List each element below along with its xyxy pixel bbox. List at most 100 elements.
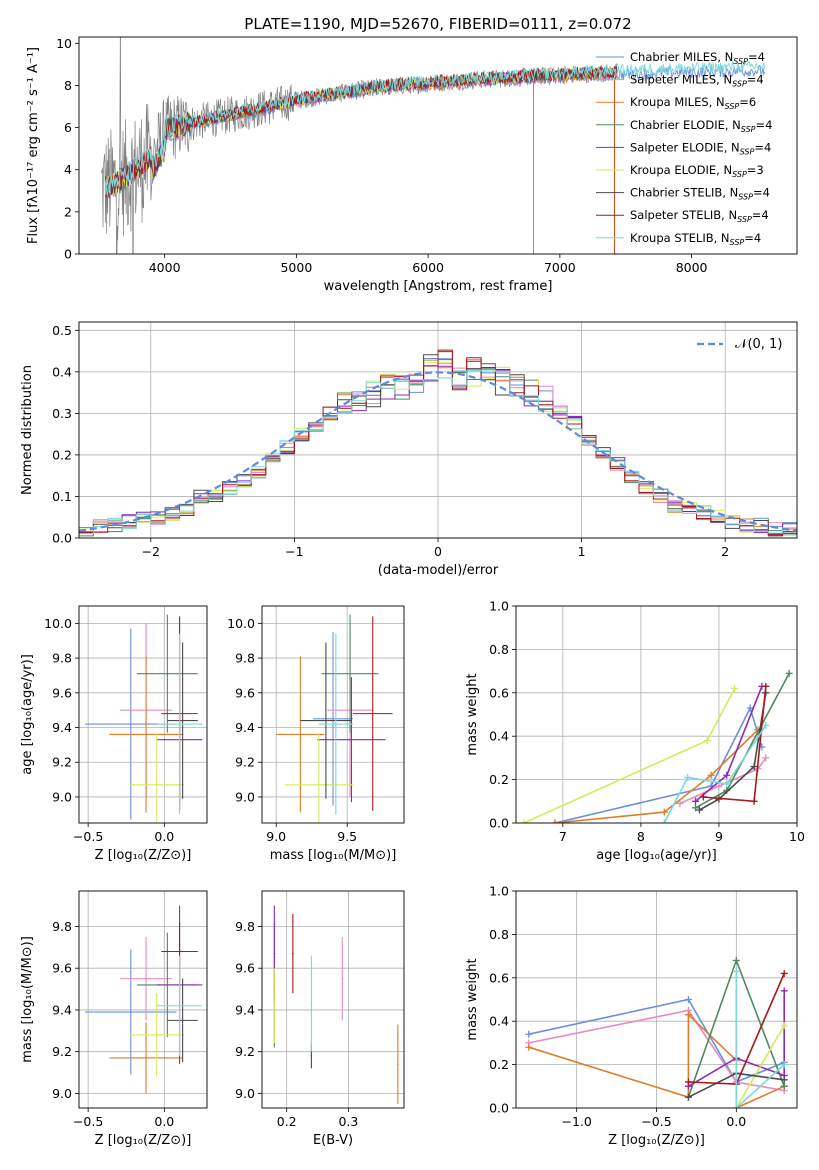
weight-line-kroupa-miles — [554, 729, 759, 823]
mass_weight_vs_Z-ytick-label: 0.0 — [489, 1101, 509, 1116]
age_vs_mass-frame — [261, 605, 405, 824]
mass_vs_Z-panel: −0.5 0.0 9.0 9.2 9.4 9.6 9.8 Z [log₁₀(Z/Z⊙)] mas… — [20, 890, 208, 1148]
residuals-xlabel: (data-model)/error — [378, 563, 499, 578]
weight-marker-kroupa-stelib — [684, 773, 692, 781]
weight-marker-kroupa-elodie — [703, 737, 711, 745]
mass_weight_vs_Z-panel: −1.0 −0.5 0.0 0.0 0.2 0.4 0.6 0.8 1.0 Z [log₁₀(Z/… — [465, 884, 798, 1148]
weight-line-chabrier-miles — [528, 998, 785, 1084]
weight-line-kroupa-elodie — [735, 1025, 785, 1108]
residuals-ytick-label: 0.0 — [52, 531, 72, 546]
weight-marker-salpeter-stelib — [750, 797, 758, 805]
mass_weight_vs_age-panel: 7 8 9 10 0.0 0.2 0.4 0.6 0.8 1.0 age [log₁₀(age/yr… — [465, 599, 805, 864]
weight-marker-chabrier-elodie — [692, 804, 700, 812]
mass_vs_Z-ytick-label: 9.0 — [52, 1086, 72, 1101]
legend-label-salpeter-stelib: Salpeter STELIB, NSSP=4 — [630, 208, 769, 224]
point-kroupa-stelib — [335, 723, 337, 725]
spectrum-xtick-label: 6000 — [412, 260, 444, 275]
age_vs_Z-plot-area — [85, 614, 203, 823]
legend-label-salpeter-miles: Salpeter MILES, NSSP=4 — [630, 73, 764, 89]
mass_weight_vs_age-ytick-label: 1.0 — [489, 599, 509, 614]
residuals-ytick-label: 0.1 — [52, 489, 72, 504]
residual-histogram-kroupa-stelib — [79, 369, 797, 538]
mass_vs_ebv-xtick-label: 0.2 — [277, 1114, 297, 1129]
point-chabrier-stelib — [181, 1019, 184, 1022]
spectrum-frame — [78, 36, 798, 255]
point-kroupa-stelib — [178, 723, 181, 725]
spectrum-xtick-label: 4000 — [149, 260, 181, 275]
mass_weight_vs_age-frame — [515, 605, 798, 824]
age_vs_mass-ytick-label: 9.2 — [235, 755, 255, 770]
weight-marker-salpeter-elodie — [692, 797, 700, 805]
weight-marker-kroupa-stelib — [780, 1061, 788, 1069]
residuals-plot-area — [79, 349, 797, 538]
weight-marker-chabrier-elodie — [780, 1082, 788, 1090]
residuals-ytick-label: 0.4 — [52, 364, 72, 379]
age_vs_mass-ytick-label: 9.4 — [235, 720, 255, 735]
age_vs_Z-ytick-label: 9.6 — [52, 685, 72, 700]
point-chabrier-miles — [332, 718, 334, 720]
mass_vs_ebv-ytick-label: 9.4 — [235, 1002, 255, 1017]
weight-marker-kroupa-stelib — [732, 967, 740, 975]
mass_weight_vs_age-ytick-label: 0.4 — [489, 729, 509, 744]
mass_weight_vs_age-plot-area — [520, 669, 793, 823]
point-salpeter-elodie — [273, 952, 276, 955]
mass_vs_ebv-frame — [261, 890, 405, 1109]
mass_weight_vs_Z-ylabel: mass weight — [465, 958, 480, 1040]
weight-marker-salpeter-stelib — [699, 793, 707, 801]
weight-marker-salpeter-miles — [676, 799, 684, 807]
point-chabrier-stelib — [181, 719, 184, 722]
mass_vs_ebv-plot-area — [273, 905, 399, 1104]
age_vs_mass-xtick-label: 9.0 — [266, 829, 286, 844]
weight-marker-chabrier-stelib — [684, 1093, 692, 1101]
weight-marker-kroupa-miles — [551, 819, 559, 823]
weight-marker-chabrier-elodie — [785, 669, 793, 677]
weight-marker-kroupa-elodie — [731, 684, 739, 692]
weight-line-kroupa-stelib — [663, 724, 767, 823]
spectrum-ytick-label: 6 — [64, 120, 72, 135]
point-chabrier-miles — [130, 723, 132, 725]
legend-label-chabrier-miles: Chabrier MILES, NSSP=4 — [630, 50, 765, 66]
point-chabrier-stelib — [325, 719, 327, 722]
mass_weight_vs_age-ytick-label: 0.0 — [489, 816, 509, 831]
spectrum-ytick-label: 2 — [64, 204, 72, 219]
legend-label-chabrier-elodie: Chabrier ELODIE, NSSP=4 — [630, 118, 772, 134]
mass_weight_vs_age-ytick-label: 0.2 — [489, 772, 509, 787]
mass_vs_Z-ytick-label: 9.2 — [52, 1044, 72, 1059]
point-chabrier-elodie — [349, 672, 351, 675]
mass_weight_vs_Z-xlabel: Z [log₁₀(Z/Z⊙)] — [608, 1133, 705, 1148]
mass_vs_Z-plot-area — [85, 905, 203, 1094]
age_vs_Z-ytick-label: 9.8 — [52, 651, 72, 666]
point-chabrier-miles — [130, 1011, 132, 1013]
weight-marker-chabrier-elodie — [732, 956, 740, 964]
weight-line-salpeter-miles — [679, 757, 767, 805]
mass_vs_ebv-ytick-label: 9.8 — [235, 919, 255, 934]
age_vs_mass-ytick-label: 10.0 — [227, 616, 255, 631]
age_vs_mass-panel: 9.0 9.5 9.0 9.2 9.4 9.6 9.8 10.0 mass [log₁₀(M/M… — [227, 605, 405, 863]
residuals-ytick-label: 0.3 — [52, 406, 72, 421]
age_vs_Z-ytick-label: 9.4 — [52, 720, 72, 735]
age_vs_Z-xtick-label: 0.0 — [154, 829, 174, 844]
mass_weight_vs_Z-xtick-label: −0.5 — [641, 1114, 671, 1129]
age_vs_Z-ytick-label: 10.0 — [44, 616, 72, 631]
legend-label-chabrier-stelib: Chabrier STELIB, NSSP=4 — [630, 186, 770, 202]
weight-marker-salpeter-miles — [715, 782, 723, 790]
age_vs_mass-xlabel: mass [log₁₀(M/M⊙)] — [270, 848, 397, 863]
spectrum-ytick-label: 4 — [64, 162, 72, 177]
mass_weight_vs_age-ylabel: mass weight — [465, 673, 480, 755]
weight-marker-kroupa-miles — [684, 1011, 692, 1019]
age_vs_Z-xlabel: Z [log₁₀(Z/Z⊙)] — [95, 848, 192, 863]
weight-line-chabrier-stelib — [699, 692, 767, 811]
age_vs_mass-xtick-label: 9.5 — [337, 829, 357, 844]
weight-marker-chabrier-miles — [684, 996, 692, 1003]
mass_vs_ebv-xtick-label: 0.3 — [338, 1114, 358, 1129]
mass_weight_vs_Z-ytick-label: 0.6 — [489, 970, 509, 985]
point-salpeter-stelib — [292, 952, 294, 955]
weight-marker-salpeter-elodie — [780, 987, 788, 995]
residuals-xtick-label: 0 — [434, 544, 442, 559]
age_vs_mass-plot-area — [276, 614, 393, 823]
residuals-xtick-label: 2 — [721, 544, 729, 559]
point-salpeter-miles — [145, 977, 147, 980]
weight-marker-kroupa-miles — [660, 808, 668, 816]
spectrum-plot-area — [101, 37, 766, 254]
mass_vs_Z-xlabel: Z [log₁₀(Z/Z⊙)] — [95, 1133, 192, 1148]
